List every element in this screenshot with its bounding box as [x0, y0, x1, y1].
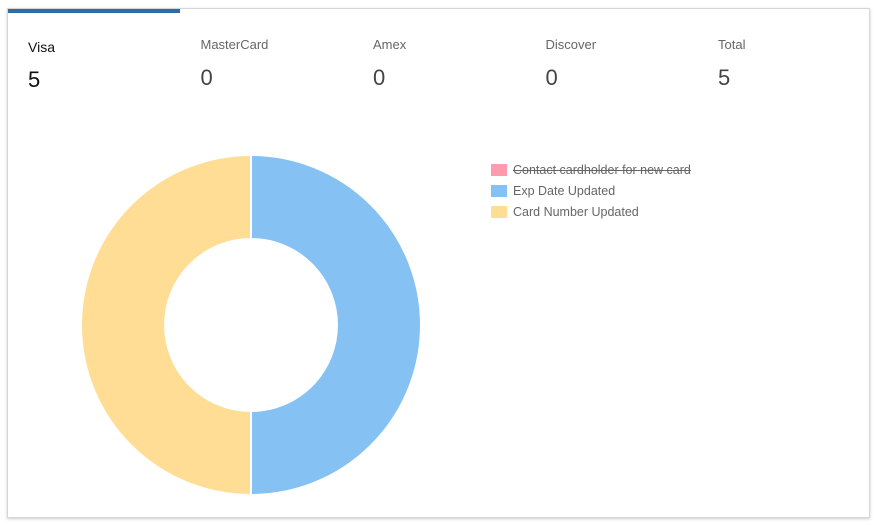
legend-label: Contact cardholder for new card [513, 162, 691, 177]
tab-visa[interactable]: Visa 5 [8, 33, 180, 103]
legend-swatch [491, 205, 507, 218]
legend-label: Exp Date Updated [513, 183, 616, 198]
legend-item[interactable]: Contact cardholder for new card [491, 159, 691, 180]
tab-amex[interactable]: Amex 0 [353, 33, 525, 103]
legend-swatch [491, 163, 507, 176]
tab-count: 0 [545, 65, 558, 90]
slice-card-number-updated[interactable] [80, 153, 252, 497]
tab-label: Amex [373, 37, 407, 52]
doughnut-chart [80, 153, 422, 497]
card-type-panel: Visa 5 MasterCard 0 Amex 0 Discover 0 Total 5 Con… [7, 8, 870, 518]
slice-exp-date-updated[interactable] [250, 153, 422, 497]
tab-label: MasterCard [200, 37, 269, 52]
tab-count: 0 [200, 65, 213, 90]
tab-count: 0 [373, 65, 386, 90]
tab-total[interactable]: Total 5 [698, 33, 870, 103]
legend-swatch [491, 184, 507, 197]
chart-legend: Contact cardholder for new card Exp Date … [491, 159, 691, 222]
tab-count: 5 [718, 65, 731, 90]
legend-item[interactable]: Card Number Updated [491, 201, 691, 222]
legend-item[interactable]: Exp Date Updated [491, 180, 691, 201]
tab-discover[interactable]: Discover 0 [526, 33, 698, 103]
tab-mastercard[interactable]: MasterCard 0 [181, 33, 353, 103]
active-tab-indicator [8, 9, 180, 13]
tab-label: Visa [28, 39, 55, 55]
legend-label: Card Number Updated [513, 204, 639, 219]
tab-label: Total [718, 37, 746, 52]
tab-count: 5 [28, 67, 41, 92]
tab-label: Discover [545, 37, 597, 52]
